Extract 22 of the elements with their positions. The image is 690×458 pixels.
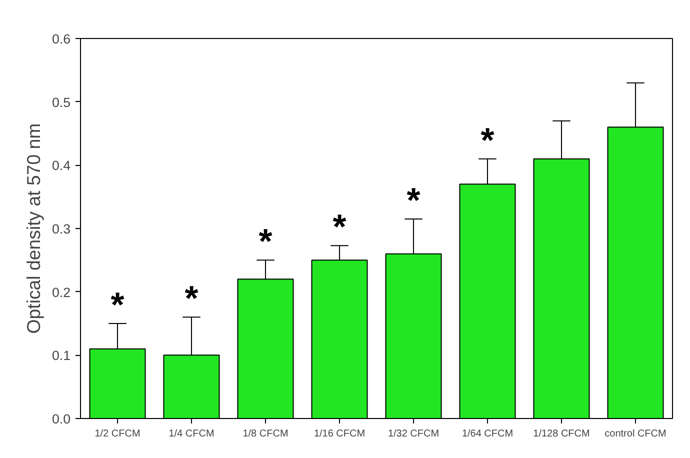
y-tick-label: 0.0	[52, 412, 71, 426]
y-tick-label: 0.4	[52, 158, 72, 174]
y-tick-label: 0.2	[52, 284, 71, 300]
x-tick-label: 1/64 CFCM	[462, 428, 514, 440]
annotation: *	[332, 208, 347, 247]
y-tick-label: 0.3	[52, 222, 71, 236]
annotation: *	[110, 286, 125, 324]
x-tick-label: control CFCM	[604, 428, 666, 440]
annotation: *	[480, 122, 495, 160]
x-tick-label: 1/4 CFCM	[168, 428, 214, 440]
y-tick-label: 0.5	[52, 94, 71, 110]
x-tick-label: 1/128 CFCM	[533, 428, 590, 440]
y-axis-title: Optical density at 570 nm	[22, 123, 44, 334]
y-tick-label: 0.6	[52, 32, 71, 46]
x-tick-label: 1/16 CFCM	[314, 428, 366, 440]
annotation: *	[258, 223, 273, 262]
y-tick-label: 0.1	[52, 348, 71, 364]
x-tick-label: 1/8 CFCM	[242, 428, 288, 440]
annotation: *	[184, 280, 199, 318]
annotation: *	[406, 182, 421, 220]
x-tick-label: 1/2 CFCM	[94, 428, 140, 440]
x-tick-label: 1/32 CFCM	[388, 428, 440, 440]
